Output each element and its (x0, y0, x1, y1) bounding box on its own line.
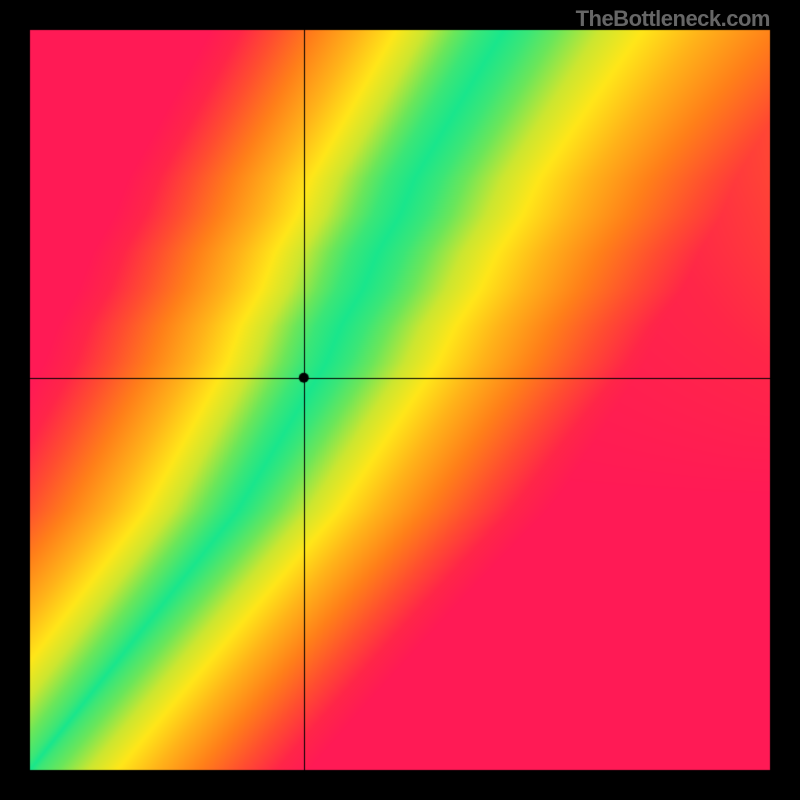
watermark-text: TheBottleneck.com (576, 6, 770, 32)
heatmap-canvas (0, 0, 800, 800)
chart-container: TheBottleneck.com (0, 0, 800, 800)
